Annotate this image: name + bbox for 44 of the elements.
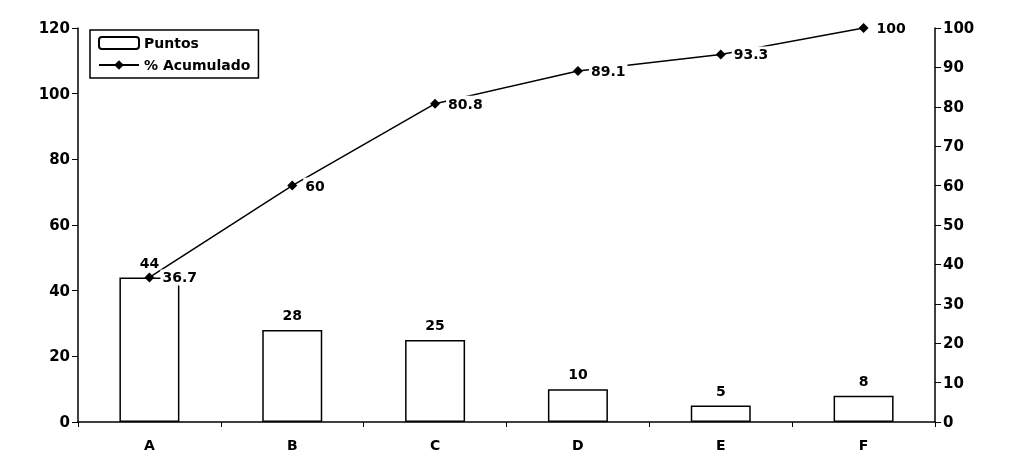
y2-tick-label: 70	[943, 137, 964, 156]
legend-label: Puntos	[144, 35, 199, 51]
y2-tick-label: 100	[943, 19, 975, 37]
y-tick-label: 60	[49, 216, 70, 234]
point	[715, 49, 726, 60]
x-tick-label: B	[286, 437, 298, 453]
y2-tick-label: 30	[943, 294, 964, 313]
y2-tick-label: 80	[943, 97, 964, 116]
y-tick-label: 20	[49, 347, 70, 366]
y-tick-label: 100	[38, 84, 70, 103]
y-tick-label: 120	[38, 19, 70, 37]
legend-label: % Acumulado	[144, 57, 251, 73]
y2-tick-label: 20	[943, 334, 964, 353]
point	[430, 98, 441, 109]
data-label: 44	[139, 254, 160, 271]
data-label: 8	[858, 372, 869, 389]
data-label: 100	[876, 20, 907, 36]
data-label: 10	[568, 366, 588, 383]
data-label: 89.1	[590, 62, 626, 79]
point	[572, 65, 583, 76]
point	[144, 272, 155, 283]
data-label: 80.8	[448, 95, 483, 112]
y2-tick-label: 50	[943, 216, 964, 234]
x-tick-label: F	[858, 437, 869, 453]
data-label: 25	[425, 316, 445, 333]
y-tick-label: 40	[49, 281, 70, 300]
data-label: 28	[282, 307, 302, 324]
y-tick-label: 0	[59, 413, 70, 431]
point	[858, 23, 869, 33]
point	[287, 180, 298, 191]
x-tick-label: C	[429, 437, 441, 453]
y2-tick-label: 90	[943, 58, 964, 77]
y2-tick-label: 40	[943, 255, 964, 274]
x-tick-label: A	[143, 437, 155, 453]
y-tick-label: 80	[49, 150, 70, 169]
x-tick-label: D	[572, 437, 584, 453]
data-label: 5	[715, 382, 726, 399]
y2-tick-label: 0	[943, 413, 954, 431]
data-label: 60	[305, 177, 325, 194]
y2-tick-label: 10	[943, 373, 964, 392]
x-tick-label: E	[715, 437, 726, 453]
y2-tick-label: 60	[943, 176, 964, 195]
data-label: 36.7	[162, 269, 197, 286]
data-label: 93.3	[733, 46, 769, 63]
